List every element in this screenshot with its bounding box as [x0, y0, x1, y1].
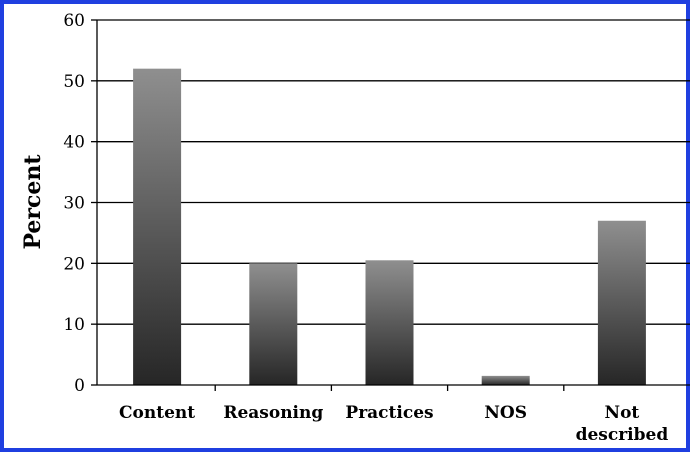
- bars: [133, 68, 646, 386]
- bar-reasoning: [249, 263, 298, 385]
- bar-content: [133, 68, 182, 386]
- y-tick-label-40: 40: [63, 133, 85, 153]
- bar-not-described: [597, 220, 646, 385]
- y-tick-label-20: 20: [63, 254, 85, 274]
- labels: 0 10 20 30 40 50 60 Content Reasoning Practices NO…: [63, 11, 668, 445]
- y-tick-label-10: 10: [63, 315, 85, 335]
- y-axis-title: Percent: [20, 154, 46, 250]
- y-tick-label-30: 30: [63, 194, 85, 214]
- y-tick-label-50: 50: [63, 72, 85, 92]
- x-label-not-described-line-1: Not: [605, 403, 640, 423]
- x-label-content: Content: [119, 403, 195, 423]
- gridlines: [97, 19, 690, 325]
- x-label-practices: Practices: [345, 403, 433, 423]
- x-label-not-described-line-2: described: [576, 425, 669, 445]
- x-label-nos: NOS: [484, 403, 527, 423]
- bar-nos: [481, 375, 530, 385]
- x-label-reasoning: Reasoning: [223, 403, 323, 423]
- bar-practices: [365, 260, 414, 385]
- y-tick-label-60: 60: [63, 11, 85, 31]
- y-tick-label-0: 0: [74, 376, 85, 396]
- axes: [91, 19, 690, 391]
